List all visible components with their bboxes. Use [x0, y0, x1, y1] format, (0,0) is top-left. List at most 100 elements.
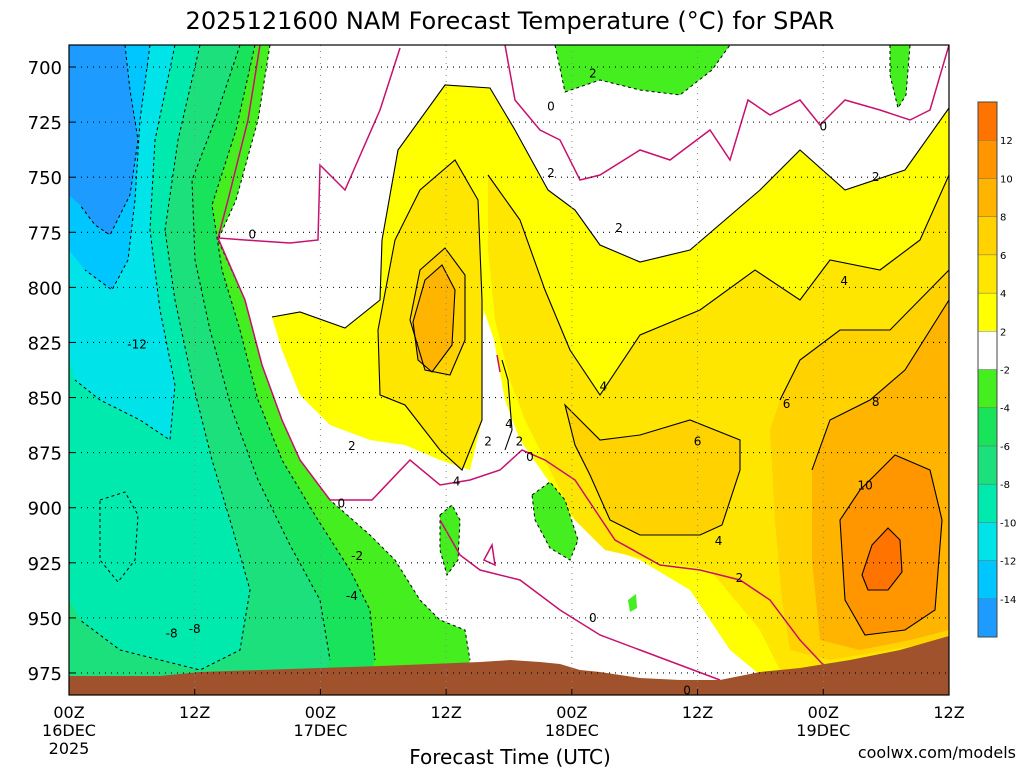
contour-label: -8: [189, 622, 201, 636]
plot-area: [69, 45, 949, 695]
contour-label: 0: [526, 450, 534, 464]
contour-label: 0: [589, 611, 597, 625]
x-tick-date: 19DEC: [796, 721, 850, 740]
positive-contours: [271, 84, 949, 636]
fill-band-8-10: [413, 265, 455, 372]
x-tick-label: 12Z: [933, 703, 964, 722]
contour-label: 0: [249, 227, 257, 241]
colorbar-tick-label: -6: [1000, 442, 1010, 453]
y-tick-label: 850: [28, 389, 62, 410]
colorbar-swatch: [977, 560, 998, 599]
colorbar-swatch: [977, 369, 998, 408]
contour-label: 0: [547, 100, 555, 114]
x-tick-label: 00Z: [305, 703, 336, 722]
colorbar-tick-label: -2: [1000, 366, 1010, 377]
fill-band-neg2-neg4: [440, 505, 460, 575]
colorbar-tick-label: -10: [1000, 518, 1016, 529]
x-tick-label: 12Z: [430, 703, 461, 722]
contour-label: 4: [453, 474, 461, 488]
y-tick-label: 975: [28, 664, 62, 685]
x-axis-label: Forecast Time (UTC): [409, 745, 611, 768]
contour-label: -4: [346, 589, 358, 603]
y-tick-label: 900: [28, 499, 62, 520]
colorbar-tick-label: 2: [1000, 327, 1006, 338]
colorbar-tick-label: -4: [1000, 404, 1010, 415]
contour-label: 2: [547, 166, 555, 180]
contour-label: 0: [683, 684, 691, 698]
contour-label: 2: [589, 67, 597, 81]
x-tick-date: 18DEC: [545, 721, 599, 740]
colorbar-tick-label: 8: [1000, 213, 1006, 224]
contour-label: 2: [736, 571, 744, 585]
grid: [69, 45, 949, 695]
colorbar-tick-label: -12: [1000, 557, 1016, 568]
colorbar-tick-label: 12: [1000, 136, 1013, 147]
contour-label: 6: [694, 435, 702, 449]
x-tick-label: 12Z: [682, 703, 713, 722]
colorbar-swatch: [977, 101, 998, 141]
y-tick-label: 800: [28, 278, 62, 299]
contour-label: 4: [715, 534, 723, 548]
contour-label: 6: [783, 397, 791, 411]
colorbar-swatch: [977, 216, 998, 256]
fill-band-neg14-neg16: [69, 45, 138, 235]
contour-label: 10: [858, 479, 873, 493]
y-tick-label: 750: [28, 168, 62, 189]
x-tick-label: 00Z: [53, 703, 84, 722]
contour-label: 0: [819, 120, 827, 134]
x-tick-label: 12Z: [179, 703, 210, 722]
x-tick-year: 2025: [49, 739, 90, 758]
contour-label: 2: [348, 439, 356, 453]
contour-label: 0: [338, 496, 346, 510]
contour-label: 4: [840, 274, 848, 288]
fill-band-12-14: [862, 528, 902, 590]
terrain: [69, 636, 949, 695]
y-axis: 700 725 750 775 800 825 850 875 900 925 950 975: [28, 58, 75, 685]
colorbar-tick-label: -8: [1000, 480, 1010, 491]
y-tick-label: 875: [28, 444, 62, 465]
y-tick-label: 925: [28, 554, 62, 575]
colorbar-tick-label: 6: [1000, 251, 1006, 262]
x-tick-label: 00Z: [808, 703, 839, 722]
contour-label: 2: [516, 435, 524, 449]
colorbar-swatch: [977, 483, 998, 523]
x-tick-date: 16DEC: [42, 721, 96, 740]
y-tick-label: 775: [28, 223, 62, 244]
zero-isotherm: [217, 45, 949, 681]
fill-band-neg2-neg4: [890, 45, 910, 108]
colorbar-swatch: [977, 407, 998, 447]
colorbar-swatch: [977, 598, 998, 638]
contour-label: 2: [484, 435, 492, 449]
x-tick-date: 17DEC: [293, 721, 347, 740]
colorbar-tick-label: 10: [1000, 174, 1013, 185]
colorbar-frame: [977, 101, 998, 638]
y-tick-label: 825: [28, 333, 62, 354]
y-tick-label: 700: [28, 58, 62, 79]
colorbar-swatch: [977, 331, 998, 370]
chart-title: 2025121600 NAM Forecast Temperature (°C)…: [186, 7, 835, 35]
colorbar-swatch: [977, 254, 998, 294]
contour-label: 4: [599, 380, 607, 394]
contour-label: 8: [872, 395, 880, 409]
y-tick-label: 725: [28, 113, 62, 134]
y-tick-label: 950: [28, 609, 62, 630]
contour-label: -12: [127, 338, 147, 352]
contour-label: 2: [615, 221, 623, 235]
fill-band-neg2-neg4: [532, 482, 578, 560]
plot-frame: [68, 44, 950, 696]
fill-band-neg2-neg4: [555, 45, 730, 95]
contour-label: 4: [505, 417, 513, 431]
credit-text: coolwx.com/models: [858, 743, 1016, 762]
fill-band-neg2-neg4: [628, 594, 637, 612]
x-tick-label: 00Z: [556, 703, 587, 722]
colorbar-swatch: [977, 178, 998, 217]
contour-label: -8: [166, 626, 178, 640]
contour-label: -2: [351, 549, 363, 563]
colorbar-swatch: [977, 445, 998, 485]
colorbar: -14 -12 -10 -8 -6 -4 -2 2 4 6 8 10 12: [977, 101, 1016, 638]
colorbar-tick-label: 4: [1000, 289, 1006, 300]
contour-label: 2: [872, 170, 880, 184]
